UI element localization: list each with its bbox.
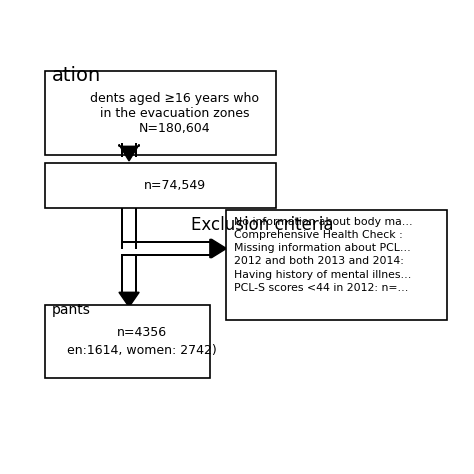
Text: dents aged ≥16 years who
in the evacuation zones
N=180,604: dents aged ≥16 years who in the evacuati… — [91, 92, 259, 135]
Text: No information about body ma…
Comprehensive Health Check :
Missing information a: No information about body ma… Comprehens… — [234, 217, 412, 293]
FancyBboxPatch shape — [45, 72, 276, 155]
FancyArrow shape — [119, 292, 139, 307]
Text: Exclusion criteria: Exclusion criteria — [191, 216, 334, 234]
Text: n=4356
en:1614, women: 2742): n=4356 en:1614, women: 2742) — [67, 326, 217, 357]
FancyBboxPatch shape — [45, 163, 276, 209]
FancyBboxPatch shape — [227, 210, 447, 319]
FancyBboxPatch shape — [45, 305, 210, 378]
Text: ation: ation — [52, 66, 101, 85]
Text: pants: pants — [52, 303, 91, 317]
Text: n=74,549: n=74,549 — [144, 179, 206, 192]
FancyArrow shape — [210, 239, 227, 258]
FancyArrow shape — [119, 145, 139, 161]
